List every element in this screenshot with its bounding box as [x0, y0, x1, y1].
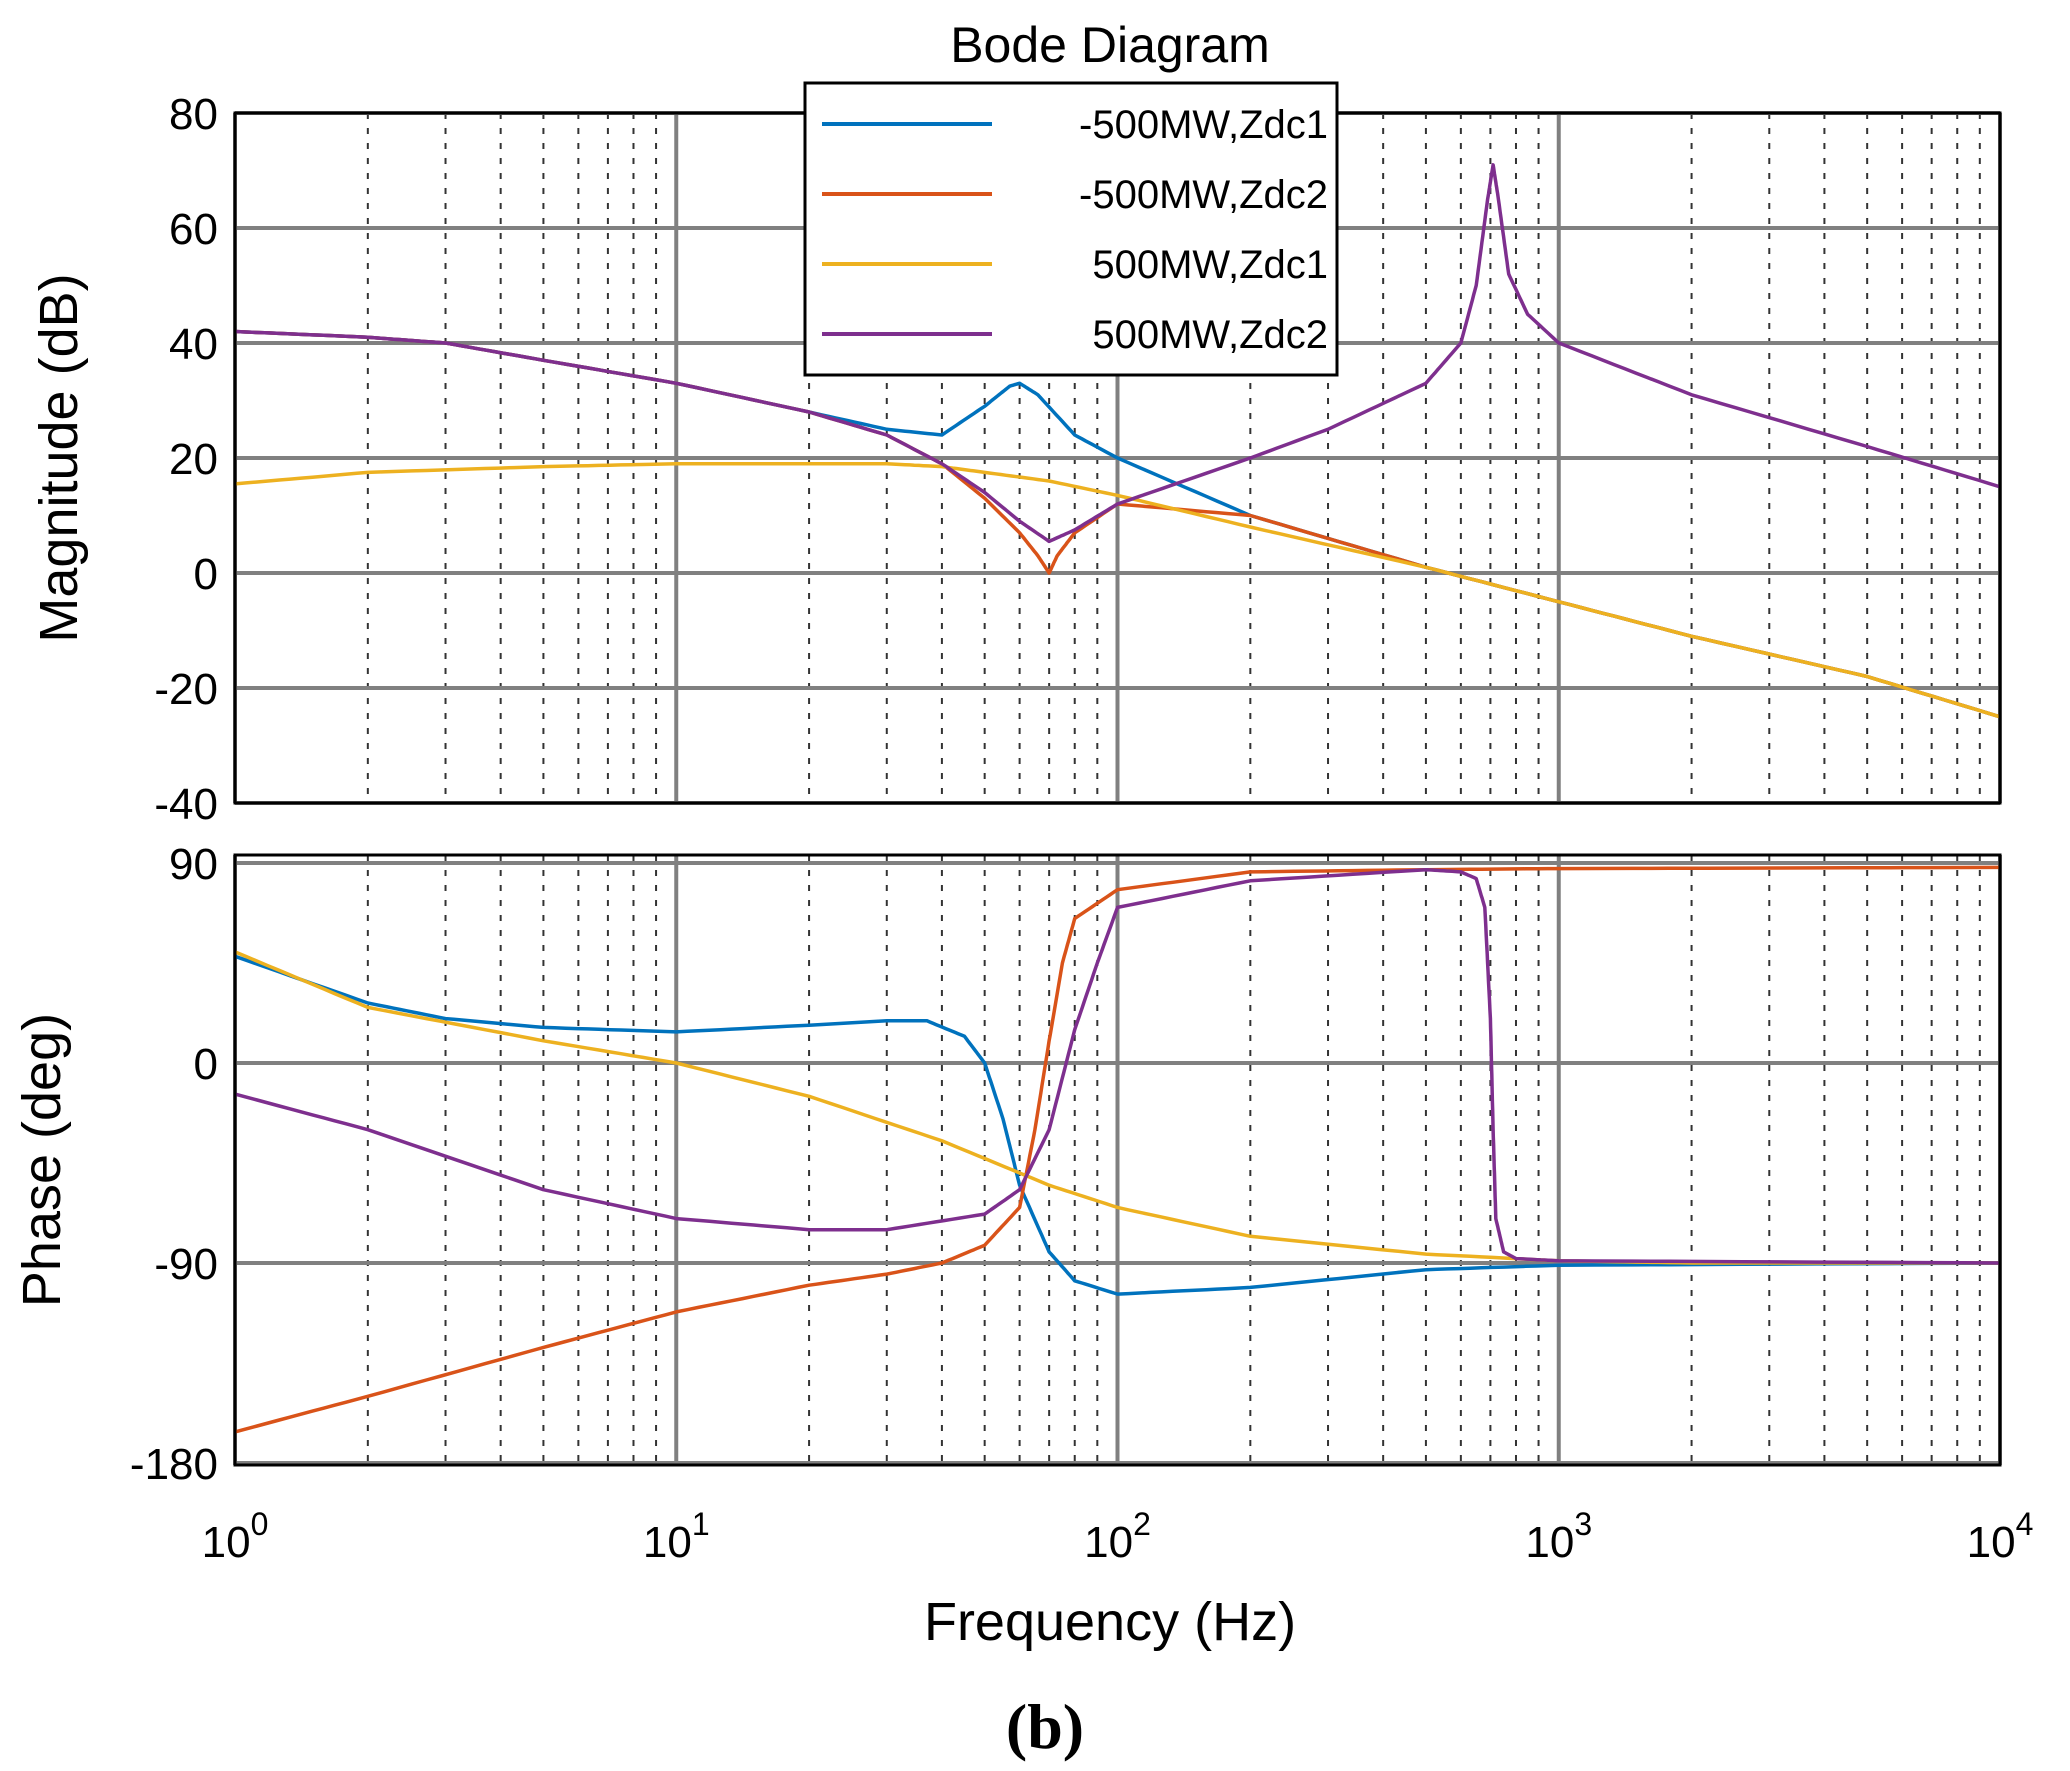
x-tick-label: 104: [1967, 1506, 2034, 1567]
phase-frame: [233, 853, 2002, 1467]
phase-ytick-label: 0: [194, 1040, 218, 1089]
x-tick-labels: 100 101 102 103 104: [202, 1506, 2034, 1567]
magnitude-ytick-label: 40: [169, 320, 218, 369]
phase-ylabel: Phase (deg): [12, 1013, 72, 1307]
phase-curves: [234, 865, 2001, 1434]
phase-panel: 90 0 -90 -180 Phase (deg): [12, 840, 2002, 1489]
legend-entry-3: 500MW,Zdc1: [1081, 243, 1328, 287]
phase-ytick-label: 90: [169, 840, 218, 889]
magnitude-curves: [234, 163, 2001, 719]
x-tick-label: 101: [643, 1506, 710, 1567]
magnitude-ytick-label: 0: [194, 550, 218, 599]
legend-entry-4: 500MW,Zdc2: [1081, 313, 1328, 357]
legend-box: [803, 81, 1339, 377]
magnitude-ytick-label: 20: [169, 435, 218, 484]
magnitude-curve-3: [234, 462, 2001, 719]
phase-curve-2: [234, 865, 2001, 1434]
magnitude-ylabel: Magnitude (dB): [29, 273, 89, 642]
phase-gridlines: [233, 855, 2002, 1465]
x-tick-label: 103: [1525, 1506, 1592, 1567]
magnitude-ytick-label: 80: [169, 90, 218, 139]
panel-label: (b): [1006, 1691, 1084, 1762]
legend-entry-1: -500MW,Zdc1: [1079, 103, 1328, 147]
legend: -500MW,Zdc1 -500MW,Zdc2 500MW,Zdc1 500MW,…: [803, 81, 1339, 377]
phase-ytick-label: -90: [154, 1240, 218, 1289]
magnitude-y-ticks: 80 60 40 20 0 -20 -40: [154, 90, 218, 829]
x-tick-label: 100: [202, 1506, 269, 1567]
phase-y-ticks: 90 0 -90 -180: [130, 840, 218, 1489]
phase-ytick-label: -180: [130, 1440, 218, 1489]
phase-curve-4: [234, 867, 2001, 1265]
magnitude-ytick-label: 60: [169, 205, 218, 254]
x-tick-label: 102: [1084, 1506, 1151, 1567]
magnitude-ytick-label: -20: [154, 665, 218, 714]
magnitude-ytick-label: -40: [154, 780, 218, 829]
x-axis-label: Frequency (Hz): [924, 1592, 1296, 1652]
phase-curve-1: [234, 954, 2001, 1296]
magnitude-curve-4: [234, 163, 2001, 544]
chart-title: Bode Diagram: [950, 17, 1270, 73]
legend-entry-2: -500MW,Zdc2: [1079, 173, 1328, 217]
